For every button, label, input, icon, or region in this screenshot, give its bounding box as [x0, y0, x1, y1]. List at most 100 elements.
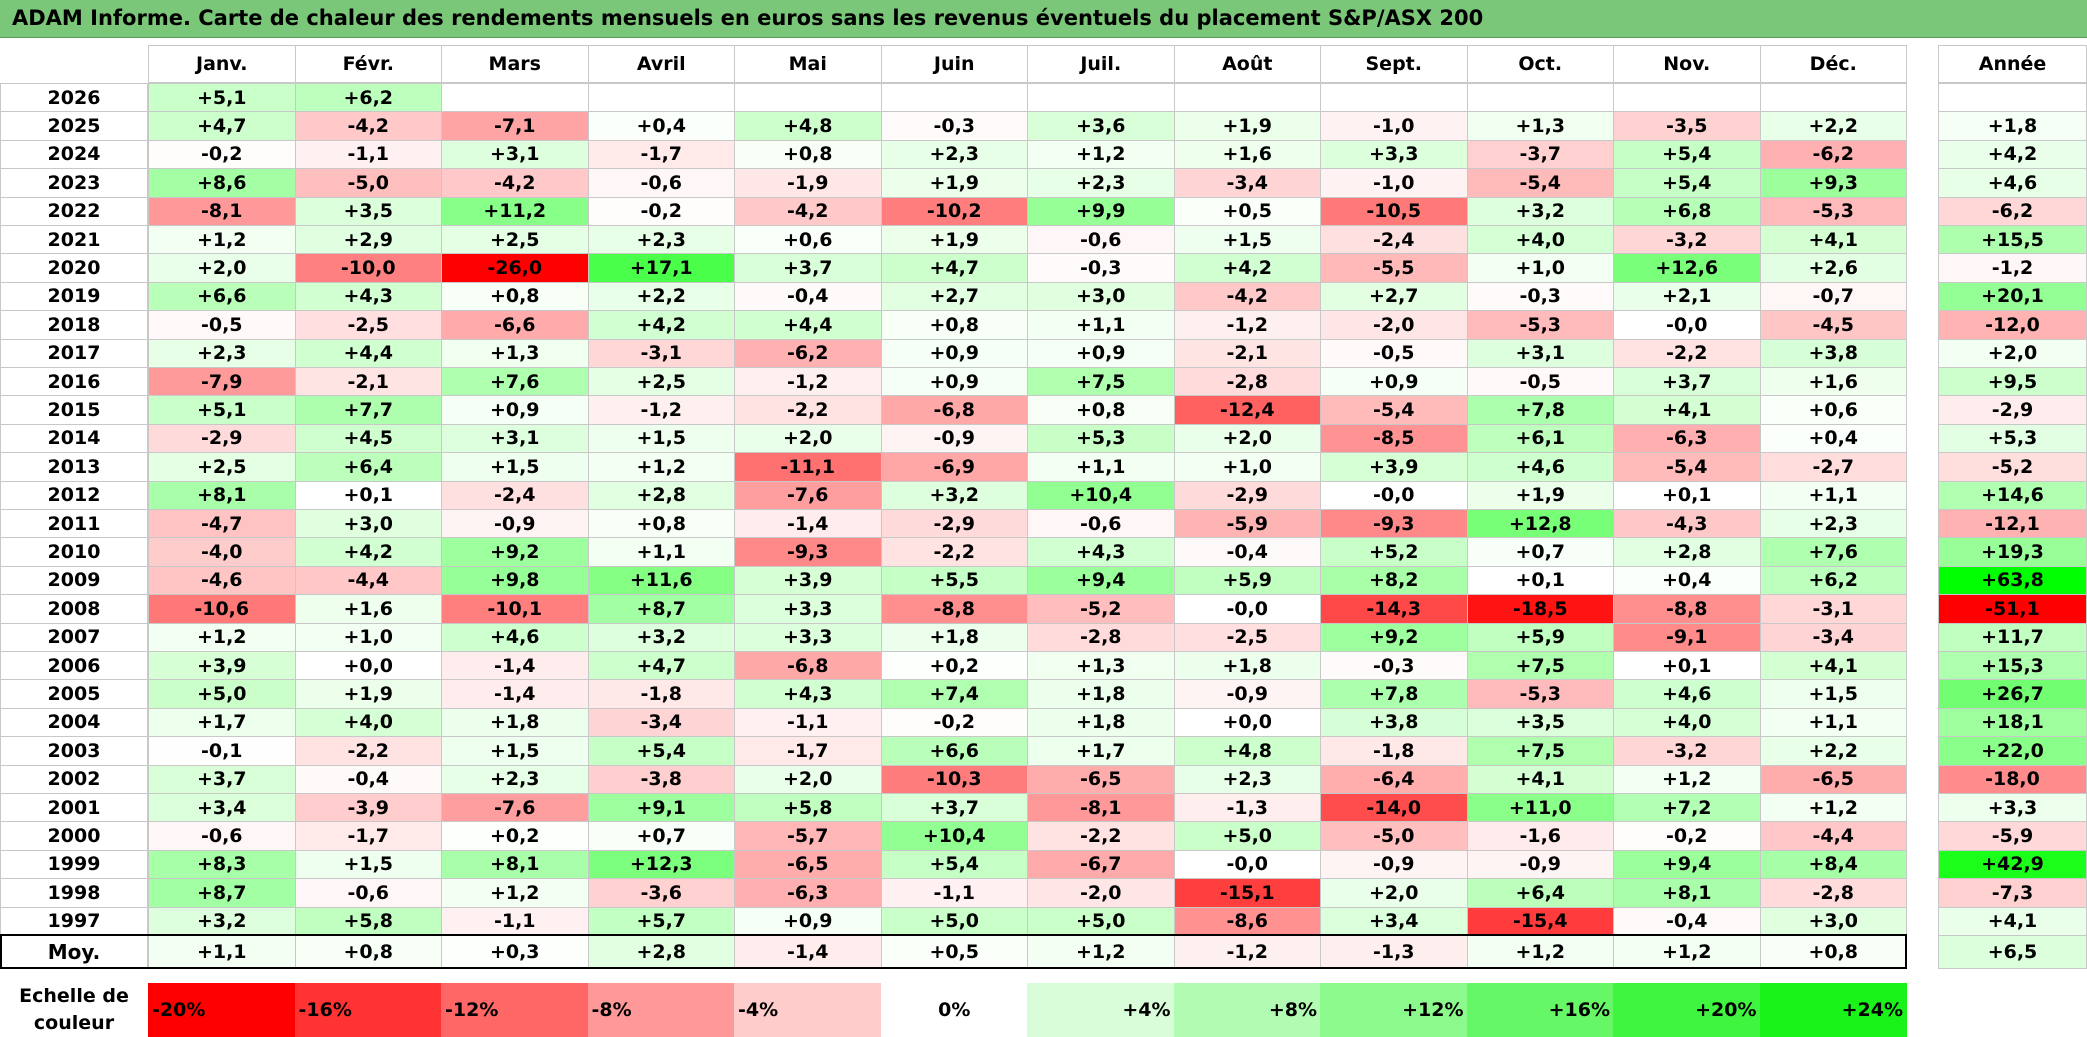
heatmap-cell: -3,6 — [587, 878, 735, 908]
heatmap-cell: +1,7 — [1027, 736, 1175, 766]
heatmap-cell: +5,0 — [1173, 821, 1321, 851]
heatmap-cell — [880, 83, 1028, 113]
annual-cell: +9,5 — [1938, 367, 2087, 397]
heatmap-cell: -7,1 — [441, 111, 589, 141]
annual-cell: +4,6 — [1938, 168, 2087, 198]
heatmap-cell: +3,7 — [148, 764, 296, 794]
heatmap-cell: -3,7 — [1466, 139, 1614, 170]
legend-swatch: -4% — [734, 983, 882, 1037]
heatmap-cell: -1,1 — [441, 906, 589, 936]
annual-cell: -5,2 — [1938, 452, 2087, 482]
average-cell: -1,4 — [734, 935, 882, 969]
heatmap-cell: -2,1 — [1173, 338, 1321, 368]
heatmap-cell: -0,4 — [734, 281, 882, 312]
heatmap-cell: +2,3 — [441, 764, 589, 794]
legend-swatch: +8% — [1173, 983, 1321, 1037]
heatmap-cell: +4,2 — [294, 537, 442, 567]
year-label: 2007 — [0, 622, 148, 652]
heatmap-cell: -0,1 — [148, 736, 296, 766]
heatmap-cell: +2,0 — [1173, 423, 1321, 454]
heatmap-cell: -1,2 — [1173, 310, 1321, 340]
heatmap-cell: -2,9 — [1173, 480, 1321, 510]
heatmap-cell: +11,0 — [1466, 793, 1614, 823]
heatmap-cell: +4,0 — [1613, 707, 1761, 738]
heatmap-cell: -2,8 — [1027, 622, 1175, 652]
heatmap-cell: +4,4 — [294, 338, 442, 368]
heatmap-cell: +6,6 — [880, 736, 1028, 766]
heatmap-cell: +4,4 — [734, 310, 882, 340]
year-label: 2018 — [0, 310, 148, 340]
heatmap-cell: -15,1 — [1173, 878, 1321, 908]
heatmap-cell: +1,9 — [880, 225, 1028, 255]
heatmap-cell: -0,5 — [148, 310, 296, 340]
heatmap-cell: +4,0 — [1466, 225, 1614, 255]
heatmap-cell: +3,8 — [1759, 338, 1907, 368]
heatmap-cell: -8,5 — [1320, 423, 1468, 454]
heatmap-cell: +2,5 — [441, 225, 589, 255]
heatmap-cell: +1,6 — [1173, 139, 1321, 170]
heatmap-cell — [734, 83, 882, 113]
heatmap-cell: +5,9 — [1173, 565, 1321, 596]
heatmap-cell: +9,2 — [1320, 622, 1468, 652]
heatmap-cell: -10,0 — [294, 253, 442, 283]
heatmap-cell: -0,9 — [1466, 849, 1614, 880]
heatmap-cell: +5,1 — [148, 83, 296, 113]
heatmap-cell: -0,5 — [1466, 367, 1614, 397]
heatmap-cell: +5,0 — [1027, 906, 1175, 936]
heatmap-cell: +7,7 — [294, 395, 442, 425]
heatmap-cell: +4,1 — [1759, 225, 1907, 255]
heatmap-cell: -1,6 — [1466, 821, 1614, 851]
month-header: Août — [1173, 45, 1321, 83]
heatmap-cell: -1,8 — [587, 679, 735, 709]
heatmap-cell: -6,7 — [1027, 849, 1175, 880]
annual-cell: +26,7 — [1938, 679, 2087, 709]
annual-cell: +42,9 — [1938, 849, 2087, 880]
heatmap-cell: +0,2 — [441, 821, 589, 851]
heatmap-cell: -18,5 — [1466, 594, 1614, 624]
heatmap-cell: -2,2 — [880, 537, 1028, 567]
heatmap-cell: +9,4 — [1613, 849, 1761, 880]
heatmap-cell: +0,9 — [441, 395, 589, 425]
heatmap-cell: +0,2 — [880, 651, 1028, 681]
heatmap-cell: +5,5 — [880, 565, 1028, 596]
month-header: Mars — [441, 45, 589, 83]
year-label: 2001 — [0, 793, 148, 823]
heatmap-cell — [1759, 83, 1907, 113]
heatmap-cell: -1,1 — [880, 878, 1028, 908]
heatmap-cell: +2,8 — [1613, 537, 1761, 567]
heatmap-cell: -1,2 — [734, 367, 882, 397]
year-label: 2006 — [0, 651, 148, 681]
year-label: 2012 — [0, 480, 148, 510]
heatmap-cell: +1,1 — [1027, 310, 1175, 340]
heatmap-cell: -6,8 — [880, 395, 1028, 425]
heatmap-cell: +0,9 — [880, 367, 1028, 397]
heatmap-cell: +1,2 — [441, 878, 589, 908]
heatmap-cell: -8,6 — [1173, 906, 1321, 936]
heatmap-cell: -10,3 — [880, 764, 1028, 794]
heatmap-cell: +4,6 — [441, 622, 589, 652]
heatmap-cell: -6,9 — [880, 452, 1028, 482]
heatmap-cell: -0,6 — [587, 168, 735, 198]
year-label: 2025 — [0, 111, 148, 141]
heatmap-cell: +2,3 — [1027, 168, 1175, 198]
heatmap-cell: -1,1 — [294, 139, 442, 170]
annual-cell: -2,9 — [1938, 395, 2087, 425]
year-label: 2004 — [0, 707, 148, 738]
month-header: Nov. — [1613, 45, 1761, 83]
heatmap-cell: -2,8 — [1173, 367, 1321, 397]
heatmap-cell: -3,1 — [587, 338, 735, 368]
legend-label: Echelle de couleur — [19, 985, 129, 1034]
heatmap-cell: +0,1 — [1466, 565, 1614, 596]
heatmap-cell: -10,1 — [441, 594, 589, 624]
heatmap-cell: +3,7 — [734, 253, 882, 283]
heatmap-cell: +0,7 — [587, 821, 735, 851]
heatmap-cell: -2,4 — [441, 480, 589, 510]
heatmap-cell: -2,7 — [1759, 452, 1907, 482]
heatmap-cell: +8,6 — [148, 168, 296, 198]
average-annual-cell: +6,5 — [1938, 935, 2087, 969]
heatmap-cell: -12,4 — [1173, 395, 1321, 425]
heatmap-cell: +2,1 — [1613, 281, 1761, 312]
heatmap-cell: -1,8 — [1320, 736, 1468, 766]
average-cell: +1,1 — [148, 935, 296, 969]
heatmap-cell: +1,5 — [1759, 679, 1907, 709]
